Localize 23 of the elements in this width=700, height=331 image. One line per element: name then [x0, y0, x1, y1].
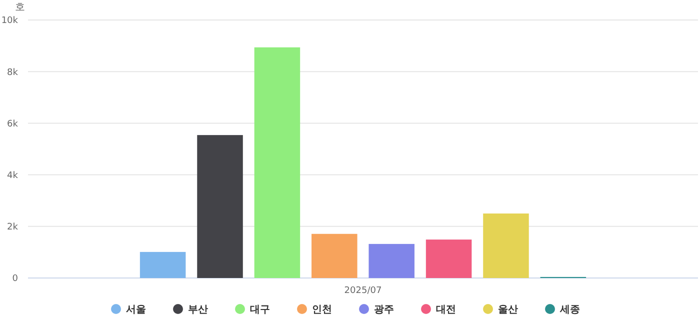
legend-label: 대구	[250, 304, 270, 316]
bar	[483, 214, 529, 278]
legend-label: 인천	[312, 304, 332, 316]
bar	[140, 252, 186, 278]
bar	[368, 244, 414, 278]
y-tick-label: 8k	[7, 68, 19, 78]
legend-label: 광주	[374, 304, 394, 316]
bar	[426, 240, 472, 278]
y-tick-label: 0	[12, 274, 18, 284]
legend-label: 대전	[436, 304, 456, 316]
y-axis-title: 호	[15, 2, 25, 13]
legend-label: 세종	[559, 304, 580, 316]
bar	[254, 47, 300, 278]
legend-label: 서울	[126, 304, 146, 316]
bar	[197, 135, 243, 278]
legend-label: 울산	[498, 304, 518, 316]
y-tick-label: 10k	[1, 16, 19, 26]
legend-label: 부산	[188, 304, 208, 316]
x-tick-label: 2025/07	[344, 286, 382, 296]
y-tick-label: 4k	[7, 170, 19, 181]
y-tick-label: 2k	[7, 222, 19, 233]
y-tick-label: 6k	[7, 119, 19, 130]
bar	[312, 234, 358, 278]
